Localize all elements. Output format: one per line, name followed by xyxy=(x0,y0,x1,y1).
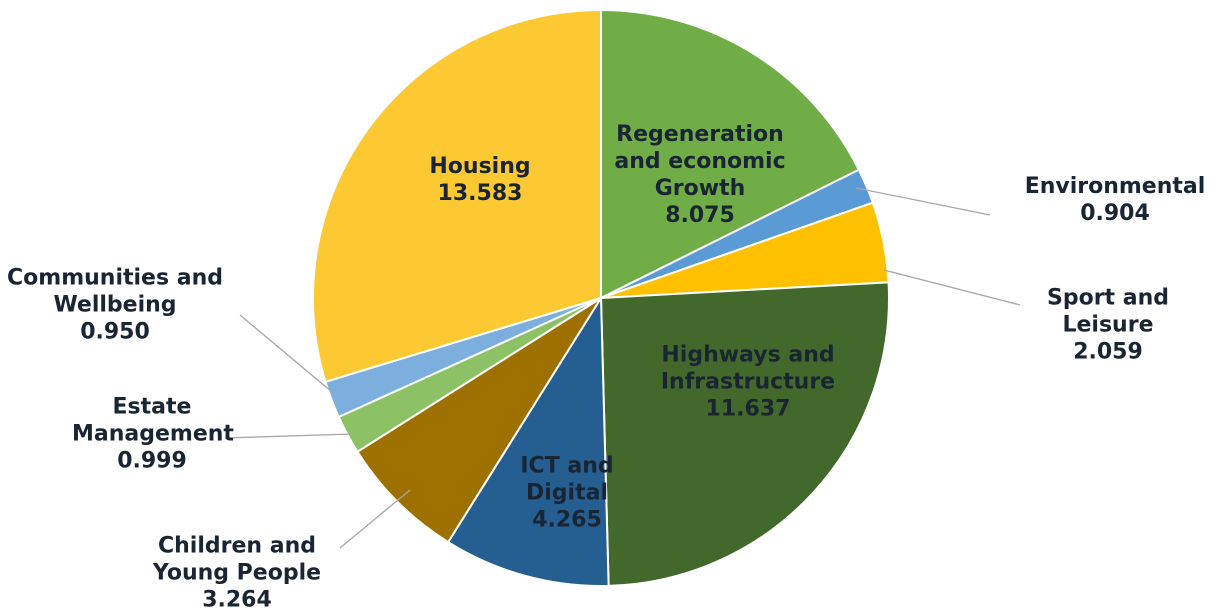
pie-slice xyxy=(446,294,610,587)
slice-label: Regeneration and economic Growth 8.075 xyxy=(590,121,810,229)
leader-line xyxy=(239,314,333,393)
pie-slice xyxy=(356,297,602,544)
value-label: 0.904 xyxy=(1080,201,1150,226)
pie-slice xyxy=(312,8,602,384)
slice-label: Communities and Wellbeing 0.950 xyxy=(0,265,230,346)
leader-line xyxy=(855,187,991,216)
category-label: Regeneration and economic Growth xyxy=(614,122,786,201)
category-label: Sport and Leisure xyxy=(1047,285,1169,338)
value-label: 3.264 xyxy=(202,587,272,613)
slice-label: Sport and Leisure 2.059 xyxy=(1028,285,1188,366)
category-label: Housing xyxy=(429,154,531,179)
category-label: Highways and Infrastructure xyxy=(660,342,836,395)
category-label: Environmental xyxy=(1024,174,1206,199)
category-label: Children and Young People xyxy=(152,533,322,586)
slice-label: Housing 13.583 xyxy=(390,153,570,207)
slice-label: Environmental 0.904 xyxy=(995,173,1229,227)
slice-label: Children and Young People 3.264 xyxy=(127,533,347,614)
value-label: 0.950 xyxy=(80,319,150,345)
slice-label: ICT and Digital 4.265 xyxy=(517,453,617,534)
value-label: 11.637 xyxy=(705,396,791,422)
leader-line xyxy=(224,433,353,439)
leader-line xyxy=(883,269,1021,306)
category-label: ICT and Digital xyxy=(520,453,614,506)
value-label: 13.583 xyxy=(437,181,523,206)
pie-slice xyxy=(600,8,861,300)
value-label: 0.999 xyxy=(117,448,187,474)
category-label: Estate Management xyxy=(72,394,234,447)
pie-slice xyxy=(599,281,890,587)
category-label: Communities and Wellbeing xyxy=(7,265,223,318)
value-label: 4.265 xyxy=(532,507,602,533)
slice-label: Highways and Infrastructure 11.637 xyxy=(628,342,868,423)
slice-label: Estate Management 0.999 xyxy=(72,394,234,475)
value-label: 8.075 xyxy=(665,203,735,228)
leader-line xyxy=(339,489,411,549)
value-label: 2.059 xyxy=(1073,339,1143,365)
